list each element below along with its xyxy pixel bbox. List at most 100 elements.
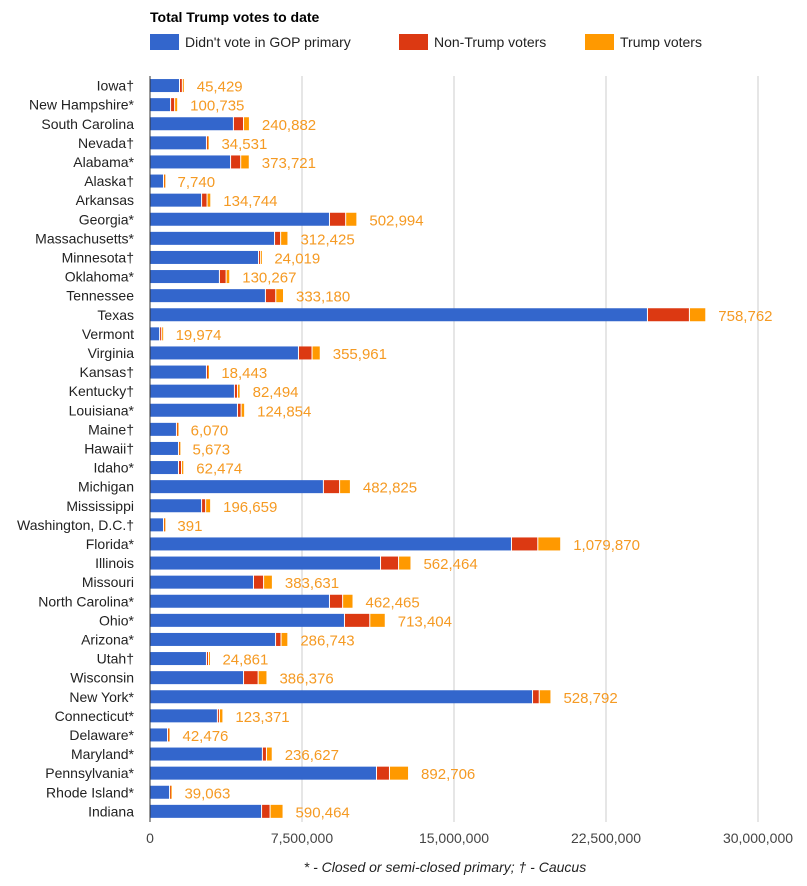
category-label: Tennessee [66,288,134,304]
bar-didn-t-vote-in-gop-primary-alaska [150,174,163,188]
bar-didn-t-vote-in-gop-primary-nevada [150,136,206,150]
bar-didn-t-vote-in-gop-primary-kansas [150,365,206,379]
data-label: 386,376 [279,671,333,688]
bar-non-trump-voters-vermont [160,327,162,341]
category-label: Minnesota† [62,249,134,265]
category-label: New Hampshire* [29,97,135,113]
bar-trump-voters-georgia [346,212,357,226]
bar-trump-voters-new-york [539,690,551,704]
bar-non-trump-voters-utah [206,652,208,666]
bar-didn-t-vote-in-gop-primary-idaho [150,461,178,475]
category-label: Michigan [78,479,134,495]
category-label: Idaho* [94,460,135,476]
category-label: Hawaii† [84,440,134,456]
bar-non-trump-voters-illinois [381,556,399,570]
data-label: 123,371 [235,709,289,726]
data-label: 391 [177,518,202,535]
bar-trump-voters-missouri [264,575,272,589]
data-label: 355,961 [333,346,387,363]
data-label: 286,743 [300,632,354,649]
bar-non-trump-voters-michigan [323,480,340,494]
category-label: Oklahoma* [65,269,135,285]
bar-didn-t-vote-in-gop-primary-massachusetts [150,231,275,245]
bar-non-trump-voters-north-carolina [329,594,343,608]
data-label: 528,792 [563,690,617,707]
bar-non-trump-voters-virginia [298,346,312,360]
bar-trump-voters-louisiana [241,403,245,417]
bar-trump-voters-washington-d-c [164,518,166,532]
bar-didn-t-vote-in-gop-primary-illinois [150,556,381,570]
data-label: 758,762 [718,308,772,325]
bar-non-trump-voters-arkansas [202,193,207,207]
data-label: 18,443 [221,365,267,382]
category-label: Utah† [97,651,134,667]
category-label: Kentucky† [69,383,134,399]
bar-didn-t-vote-in-gop-primary-oklahoma [150,270,219,284]
bar-trump-voters-virginia [312,346,320,360]
bar-trump-voters-florida [538,537,561,551]
data-label: 892,706 [421,766,475,783]
bar-didn-t-vote-in-gop-primary-rhode-island [150,785,170,799]
data-label: 482,825 [363,480,417,497]
category-label: Connecticut* [55,708,135,724]
bar-didn-t-vote-in-gop-primary-louisiana [150,403,237,417]
data-labels: 45,429 100,735 240,882 34,531 373,721 7,740 13… [176,79,773,822]
legend-label-non-trump-voters: Non-Trump voters [434,34,546,50]
bar-trump-voters-texas [689,308,706,322]
bar-non-trump-voters-rhode-island [170,785,172,799]
bar-didn-t-vote-in-gop-primary-ohio [150,613,344,627]
category-label: Florida* [86,536,135,552]
bar-non-trump-voters-kentucky [234,384,237,398]
bar-non-trump-voters-south-carolina [233,117,244,131]
bar-trump-voters-oklahoma [226,270,230,284]
bar-didn-t-vote-in-gop-primary-arizona [150,632,276,646]
category-label: Alabama* [73,154,134,170]
bar-didn-t-vote-in-gop-primary-missouri [150,575,253,589]
data-label: 6,070 [191,422,229,439]
data-label: 5,673 [193,441,231,458]
bar-non-trump-voters-missouri [253,575,264,589]
bar-didn-t-vote-in-gop-primary-mississippi [150,499,202,513]
category-label: North Carolina* [38,593,134,609]
data-label: 34,531 [221,136,267,153]
x-tick-label: 22,500,000 [571,830,641,846]
bar-trump-voters-connecticut [219,709,223,723]
bar-didn-t-vote-in-gop-primary-washington-d-c [150,518,163,532]
bar-non-trump-voters-georgia [329,212,346,226]
bar-didn-t-vote-in-gop-primary-indiana [150,804,262,818]
bar-trump-voters-kentucky [237,384,240,398]
bar-didn-t-vote-in-gop-primary-new-york [150,690,533,704]
bar-didn-t-vote-in-gop-primary-kentucky [150,384,234,398]
bar-didn-t-vote-in-gop-primary-maryland [150,747,262,761]
bar-trump-voters-arizona [281,632,288,646]
category-label: Maryland* [71,746,135,762]
data-label: 562,464 [423,556,477,573]
bar-non-trump-voters-connecticut [217,709,219,723]
category-label: Arizona* [81,631,134,647]
bars [150,79,706,818]
x-tick-label: 15,000,000 [419,830,489,846]
bar-trump-voters-alabama [241,155,249,169]
bar-trump-voters-vermont [162,327,164,341]
data-label: 502,994 [369,212,423,229]
data-label: 236,627 [285,747,339,764]
x-tick-label: 0 [146,830,154,846]
bar-non-trump-voters-nevada [206,136,208,150]
category-label: Vermont [82,326,134,342]
bar-trump-voters-maryland [266,747,272,761]
bar-didn-t-vote-in-gop-primary-connecticut [150,709,217,723]
bar-non-trump-voters-ohio [344,613,370,627]
data-label: 45,429 [197,79,243,96]
legend-swatch-trump-voters [585,34,614,50]
data-label: 24,019 [274,250,320,267]
bar-non-trump-voters-arizona [276,632,281,646]
data-label: 42,476 [183,728,229,745]
category-labels: Iowa† New Hampshire* South Carolina Nevada†… [17,78,135,820]
legend-label-didn-t-vote-in-gop-primary: Didn't vote in GOP primary [185,34,351,50]
bar-didn-t-vote-in-gop-primary-arkansas [150,193,202,207]
bar-trump-voters-minnesota [260,250,262,264]
bar-non-trump-voters-minnesota [259,250,261,264]
data-label: 373,721 [262,155,316,172]
bar-trump-voters-utah [208,652,210,666]
